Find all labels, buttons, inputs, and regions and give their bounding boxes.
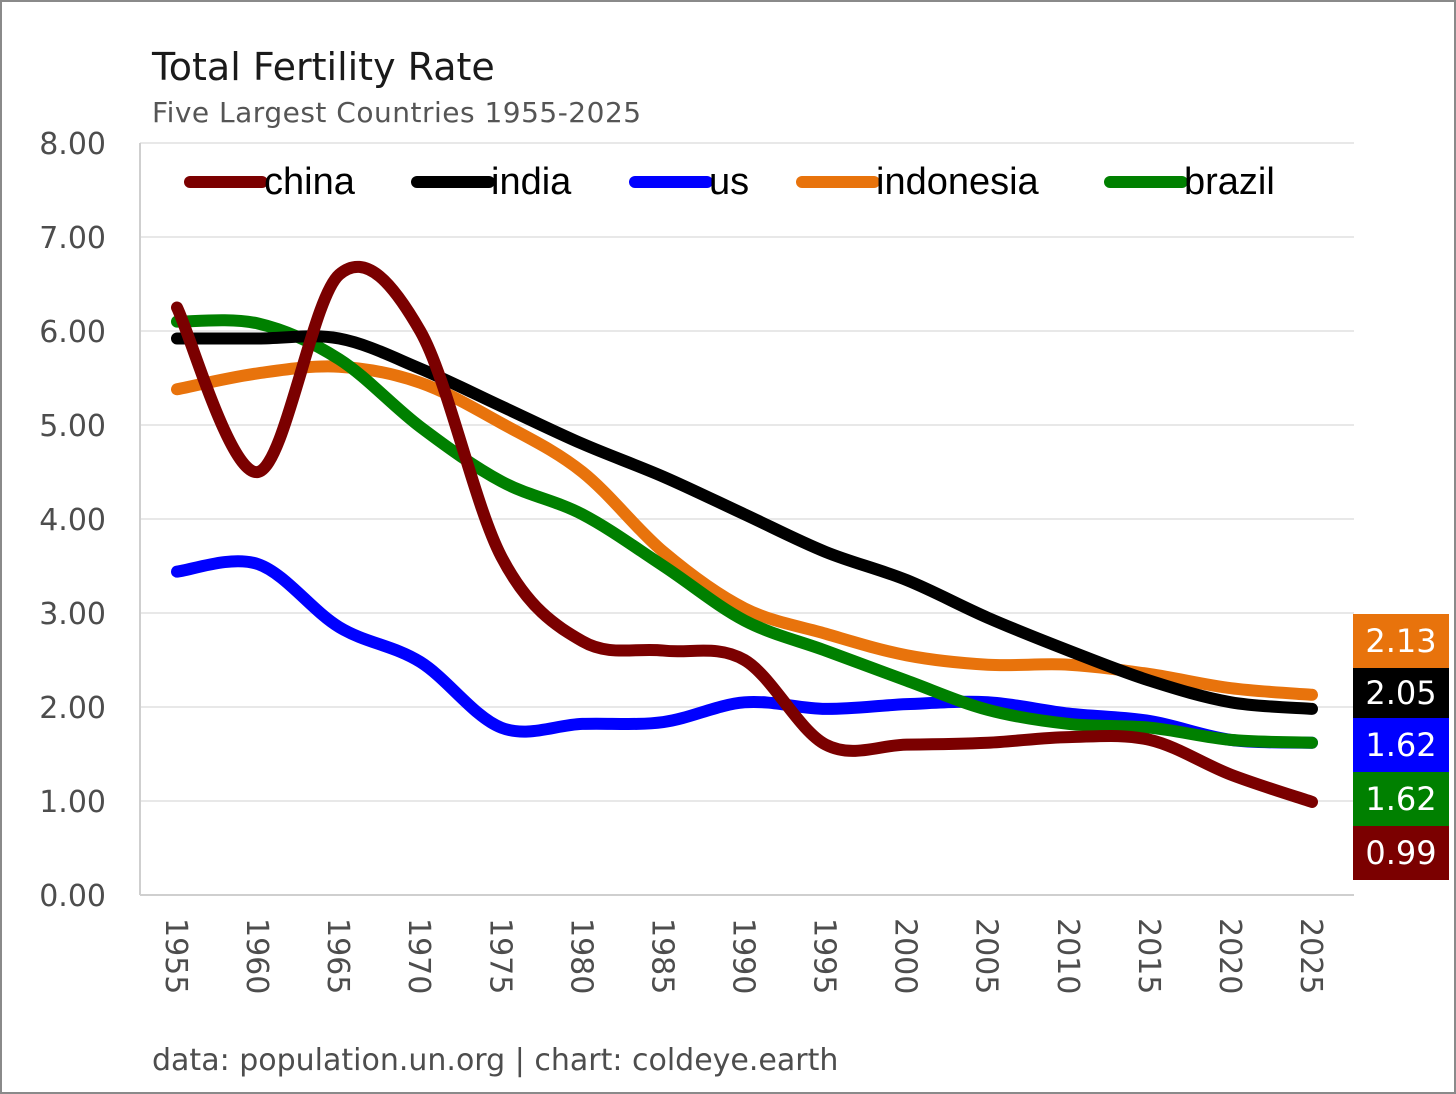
x-tick-label: 1995 [807,918,842,994]
y-tick-label: 1.00 [39,785,106,820]
legend-item-china: china [184,161,356,203]
end-label-us: 1.62 [1353,718,1449,772]
end-label-china: 0.99 [1353,826,1449,880]
series-line-us [171,555,1318,749]
end-label-box [1353,772,1449,826]
y-tick-label: 6.00 [39,315,106,350]
x-tick-label: 1965 [320,918,355,994]
legend-item-brazil: brazil [1104,161,1275,203]
x-tick-label: 1980 [563,918,598,994]
legend-label: india [491,161,572,203]
y-tick-label: 8.00 [39,127,106,162]
x-tick-label: 2000 [888,918,923,994]
x-tick-label: 1990 [726,918,761,994]
x-tick-label: 2005 [969,918,1004,994]
end-label-value: 0.99 [1365,834,1436,872]
x-tick-label: 1960 [239,918,274,994]
end-value-labels: 2.13 2.05 1.62 1.62 0.99 [1353,614,1449,880]
series-line-indonesia [171,360,1318,701]
legend-item-us: us [629,161,749,203]
end-label-india: 2.05 [1353,668,1449,718]
legend-label: china [264,161,356,203]
end-label-value: 1.62 [1365,726,1436,764]
x-tick-label: 1955 [158,918,193,994]
series-lines [171,260,1318,808]
source-note: data: population.un.org | chart: coldeye… [152,1043,838,1078]
y-tick-label: 5.00 [39,409,106,444]
legend-label: brazil [1184,161,1275,203]
end-label-brazil: 1.62 [1353,772,1449,826]
x-tick-label: 2020 [1212,918,1247,994]
end-label-box [1353,668,1449,718]
legend-label: indonesia [876,161,1040,203]
legend-item-india: india [411,161,572,203]
y-tick-label: 4.00 [39,503,106,538]
chart-subtitle: Five Largest Countries 1955-2025 [152,96,642,129]
y-tick-label: 3.00 [39,597,106,632]
y-tick-label: 0.00 [39,879,106,914]
end-label-box [1353,718,1449,772]
end-label-value: 2.13 [1365,622,1436,660]
x-tick-label: 1975 [482,918,517,994]
x-axis-ticks: 1955 1960 1965 1970 1975 1980 1985 1990 1995 2000… [158,918,1328,994]
end-label-box [1353,826,1449,880]
end-label-indonesia: 2.13 [1353,614,1449,668]
x-tick-label: 2015 [1131,918,1166,994]
y-tick-label: 2.00 [39,691,106,726]
series-line-china [171,260,1318,808]
chart-title: Total Fertility Rate [151,45,495,89]
end-label-box [1353,614,1449,668]
series-line-brazil [171,314,1318,749]
x-tick-label: 2025 [1293,918,1328,994]
y-axis-ticks: 0.00 1.00 2.00 3.00 4.00 5.00 6.00 7.00 8.00 [39,127,106,914]
series-line-india [171,330,1318,715]
legend-item-indonesia: indonesia [796,161,1040,203]
legend: china india us indonesia brazil [184,161,1275,203]
x-tick-label: 2010 [1050,918,1085,994]
end-label-value: 1.62 [1365,780,1436,818]
x-tick-label: 1985 [644,918,679,994]
end-label-value: 2.05 [1365,674,1436,712]
y-tick-label: 7.00 [39,221,106,256]
legend-label: us [709,161,749,203]
x-tick-label: 1970 [401,918,436,994]
